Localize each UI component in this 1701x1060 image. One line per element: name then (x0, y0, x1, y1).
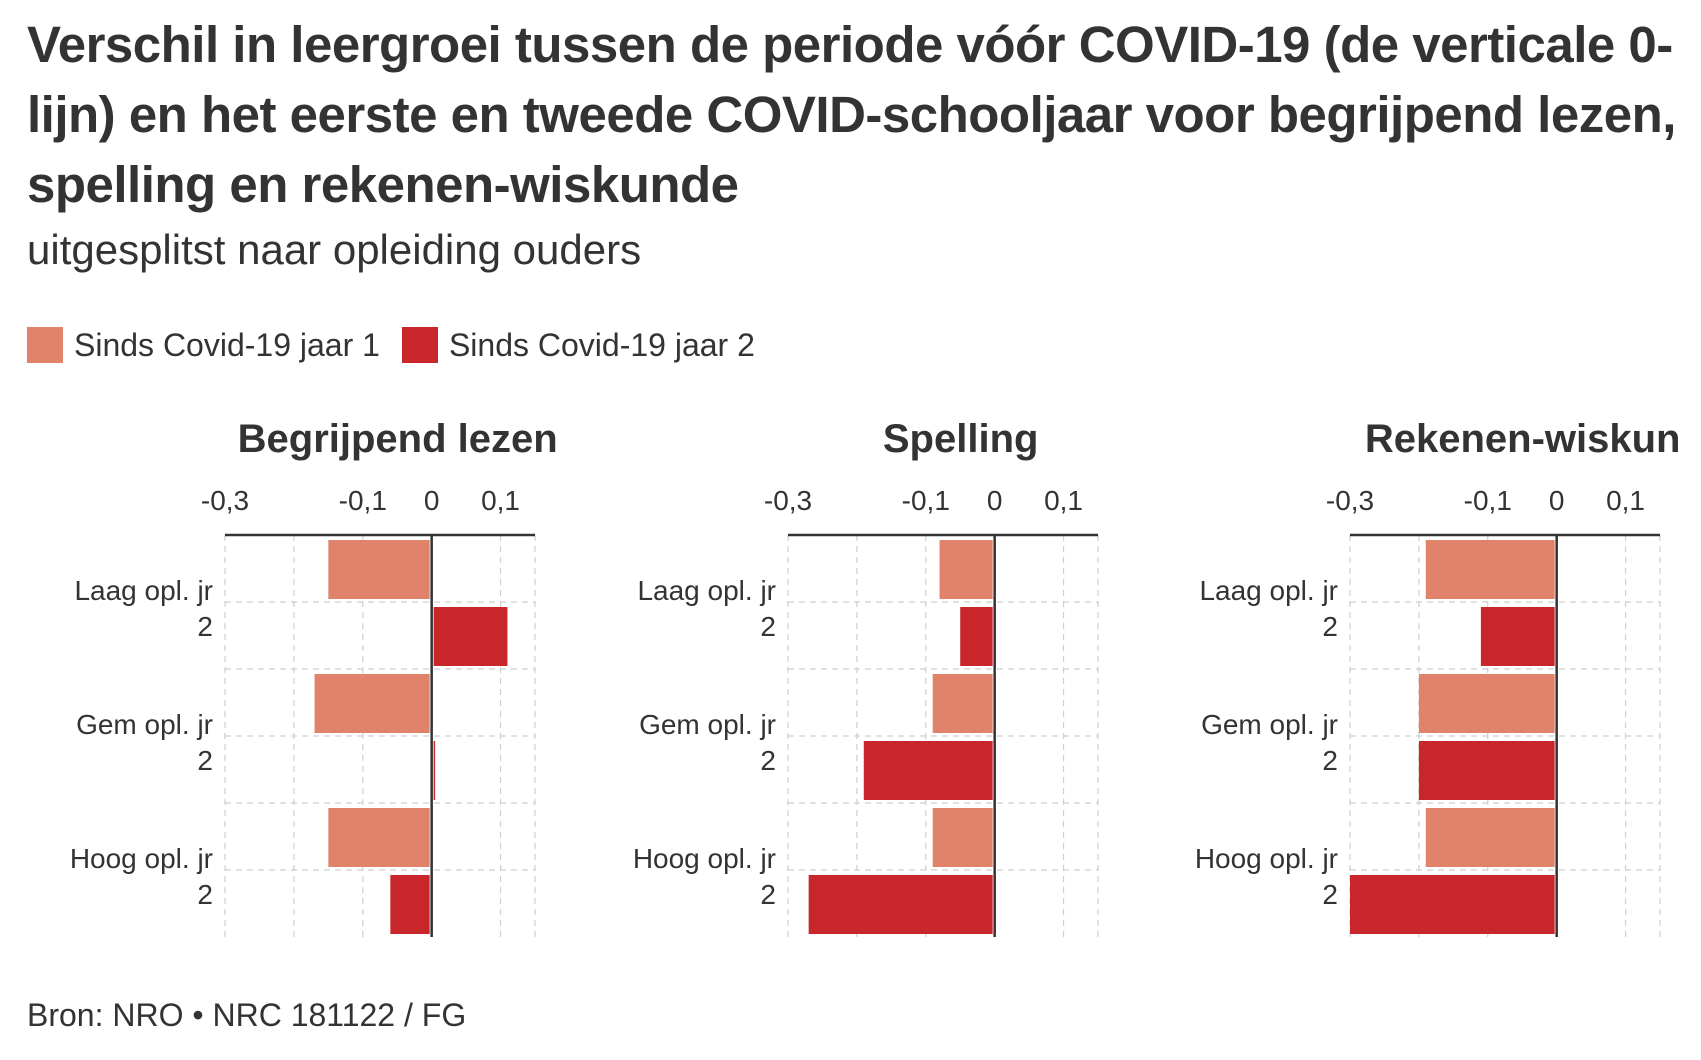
tick-label: -0,1 (1464, 485, 1512, 516)
category-label: 2 (760, 745, 776, 776)
tick-label: -0,3 (764, 485, 812, 516)
panel-title: Begrijpend lezen (238, 417, 558, 461)
chart-title: Verschil in leergroei tussen de periode … (27, 16, 1676, 213)
chart-panel: Rekenen-wiskun -0,3 -0,1 0 0,1 Laag opl. jr 2 G… (1195, 417, 1681, 937)
category-label: Hoog opl. jr (70, 843, 213, 874)
category-label: Gem opl. jr (76, 709, 213, 740)
category-label: 2 (760, 611, 776, 642)
category-label: Gem opl. jr (639, 709, 776, 740)
category-label: 2 (197, 745, 213, 776)
category-label: Hoog opl. jr (633, 843, 776, 874)
legend-label-year1: Sinds Covid-19 jaar 1 (74, 327, 380, 363)
tick-label: -0,1 (339, 485, 387, 516)
legend-swatch-year1 (27, 327, 63, 363)
tick-label: 0,1 (481, 485, 520, 516)
bar (1425, 808, 1555, 867)
bar (863, 741, 993, 800)
bar (960, 607, 993, 666)
category-label: 2 (1322, 879, 1338, 910)
tick-label: 0,1 (1606, 485, 1645, 516)
bar (808, 875, 993, 934)
legend: Sinds Covid-19 jaar 1 Sinds Covid-19 jaa… (27, 325, 777, 365)
category-label: Gem opl. jr (1201, 709, 1338, 740)
panel-title: Spelling (883, 417, 1039, 461)
category-label: Laag opl. jr (637, 575, 776, 606)
chart-subtitle: uitgesplitst naar opleiding ouders (27, 226, 642, 273)
category-label: 2 (760, 879, 776, 910)
bar (314, 674, 430, 733)
bar (433, 741, 436, 800)
bar (328, 808, 430, 867)
tick-label: 0 (987, 485, 1003, 516)
bar (328, 540, 430, 599)
category-label: Laag opl. jr (74, 575, 213, 606)
charts-area: Begrijpend lezen -0,3 -0,1 0 0,1 Laag opl. jr… (70, 417, 1681, 937)
bar (1350, 875, 1555, 934)
tick-label: -0,3 (201, 485, 249, 516)
category-label: Laag opl. jr (1199, 575, 1338, 606)
panel-title: Rekenen-wiskun (1365, 417, 1681, 461)
category-label: 2 (1322, 745, 1338, 776)
source-note: Bron: NRO • NRC 181122 / FG (27, 997, 467, 1033)
category-label: 2 (1322, 611, 1338, 642)
bar (433, 607, 508, 666)
bar (1425, 540, 1555, 599)
category-label: 2 (197, 879, 213, 910)
bar (1418, 674, 1555, 733)
bar (1480, 607, 1555, 666)
legend-item-year2: Sinds Covid-19 jaar 2 (401, 325, 755, 365)
tick-label: -0,3 (1326, 485, 1374, 516)
bar (1418, 741, 1555, 800)
bar (932, 674, 993, 733)
legend-swatch-year2 (401, 327, 438, 363)
legend-item-year1: Sinds Covid-19 jaar 1 (27, 325, 380, 365)
tick-label: 0 (424, 485, 440, 516)
bar (939, 540, 993, 599)
tick-label: 0,1 (1044, 485, 1083, 516)
category-label: Hoog opl. jr (1195, 843, 1338, 874)
tick-label: -0,1 (902, 485, 950, 516)
chart-panel: Spelling -0,3 -0,1 0 0,1 Laag opl. jr 2 Gem opl… (633, 417, 1099, 937)
legend-label-year2: Sinds Covid-19 jaar 2 (448, 327, 755, 363)
category-label: 2 (197, 611, 213, 642)
chart-panel: Begrijpend lezen -0,3 -0,1 0 0,1 Laag opl. jr… (70, 417, 558, 937)
tick-label: 0 (1549, 485, 1565, 516)
bar (390, 875, 430, 934)
bar (932, 808, 993, 867)
